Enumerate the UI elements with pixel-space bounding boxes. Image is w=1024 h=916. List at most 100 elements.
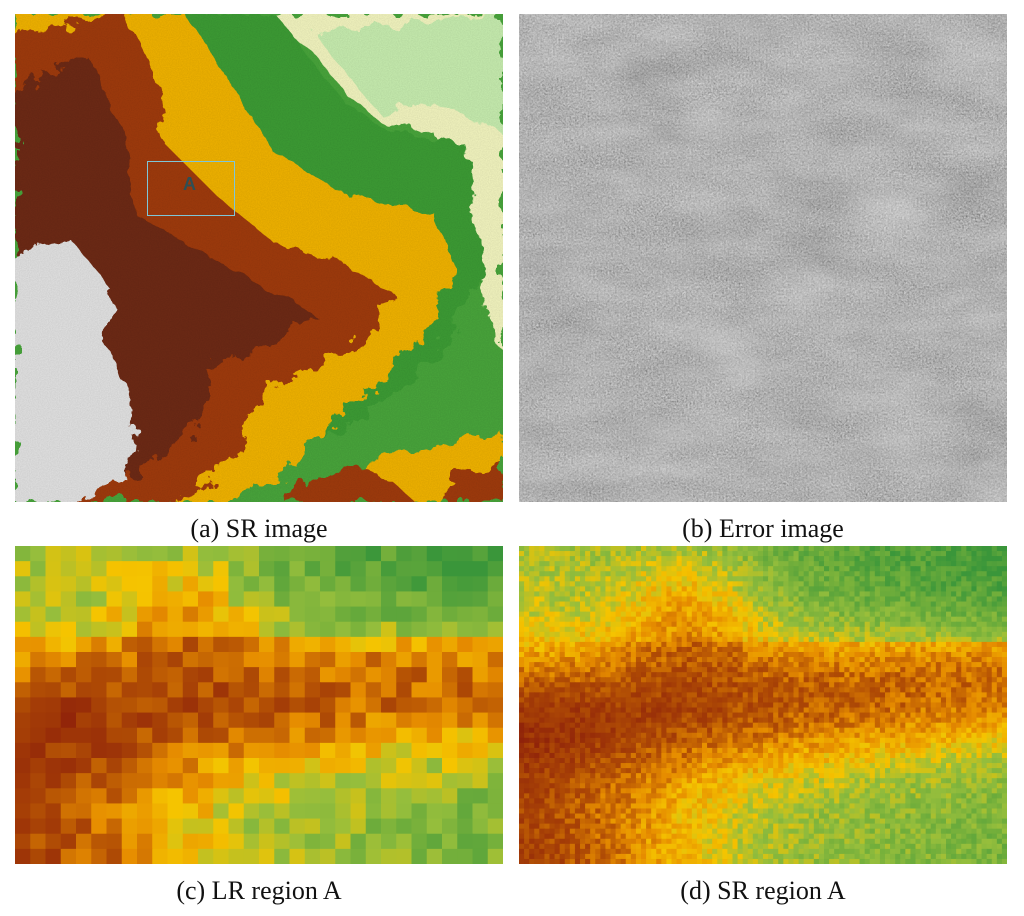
lr-pixel — [137, 652, 153, 668]
sr-pixel — [676, 616, 683, 623]
sr-pixel — [859, 581, 866, 587]
lr-pixel — [106, 636, 123, 653]
sr-pixel — [986, 591, 993, 598]
sr-pixel — [757, 662, 764, 668]
sr-pixel — [702, 742, 708, 749]
sr-pixel — [920, 601, 927, 608]
lr-pixel — [243, 561, 260, 577]
sr-pixel — [1001, 742, 1007, 749]
sr-pixel — [752, 737, 759, 744]
sr-pixel — [905, 606, 912, 613]
sr-pixel — [686, 752, 693, 759]
sr-pixel — [544, 576, 551, 582]
sr-pixel — [569, 636, 576, 643]
sr-pixel — [910, 581, 917, 587]
sr-pixel — [900, 677, 906, 683]
sr-pixel — [630, 591, 637, 598]
sr-pixel — [768, 546, 774, 552]
sr-pixel — [574, 692, 581, 699]
sr-pixel — [585, 692, 591, 699]
sr-pixel — [671, 621, 678, 628]
sr-pixel — [986, 586, 993, 593]
sr-pixel — [590, 586, 596, 593]
lr-pixel — [457, 803, 474, 820]
sr-pixel — [996, 732, 1003, 739]
sr-pixel — [554, 571, 561, 577]
sr-pixel — [732, 722, 739, 729]
sr-pixel — [981, 677, 988, 683]
lr-pixel — [182, 652, 199, 668]
sr-pixel — [564, 752, 571, 759]
sr-pixel — [529, 732, 535, 739]
sr-pixel — [966, 677, 973, 683]
sr-pixel — [524, 636, 530, 643]
sr-pixel — [702, 702, 708, 709]
sr-pixel — [1001, 697, 1007, 704]
sr-pixel — [798, 672, 805, 678]
sr-pixel — [818, 601, 825, 608]
sr-pixel — [996, 611, 1003, 618]
sr-pixel — [895, 652, 901, 658]
sr-pixel — [991, 571, 998, 577]
sr-pixel — [874, 752, 881, 759]
sr-pixel — [844, 641, 851, 648]
sr-pixel — [879, 672, 886, 678]
sr-pixel — [686, 652, 693, 658]
sr-pixel — [808, 667, 815, 673]
sr-pixel — [966, 561, 973, 567]
sr-pixel — [757, 581, 764, 587]
sr-pixel — [844, 626, 851, 633]
sr-pixel — [717, 687, 723, 693]
sr-pixel — [559, 667, 566, 673]
sr-pixel — [554, 672, 561, 678]
sr-pixel — [996, 677, 1003, 683]
sr-pixel — [996, 717, 1003, 724]
lr-pixel — [60, 697, 77, 714]
lr-pixel — [152, 818, 169, 835]
lr-pixel — [365, 546, 382, 562]
sr-pixel — [554, 646, 561, 653]
sr-pixel — [956, 576, 962, 582]
lr-pixel — [350, 788, 367, 805]
sr-pixel — [641, 667, 647, 673]
lr-pixel — [167, 591, 184, 608]
sr-pixel — [595, 586, 601, 593]
sr-pixel — [752, 646, 759, 653]
sr-pixel — [539, 556, 546, 562]
sr-pixel — [879, 652, 886, 658]
sr-pixel — [559, 732, 566, 739]
lr-pixel — [304, 773, 321, 789]
sr-pixel — [574, 758, 581, 764]
sr-pixel — [854, 662, 861, 668]
sr-pixel — [763, 737, 769, 744]
sr-pixel — [991, 697, 998, 704]
sr-pixel — [727, 652, 734, 658]
sr-pixel — [905, 742, 912, 749]
sr-pixel — [849, 732, 856, 739]
lr-pixel — [121, 742, 138, 759]
sr-pixel — [635, 697, 642, 704]
sr-pixel — [727, 712, 734, 719]
sr-pixel — [839, 742, 845, 749]
sr-pixel — [564, 611, 571, 618]
sr-pixel — [661, 616, 668, 623]
sr-pixel — [981, 591, 988, 598]
sr-pixel — [895, 682, 901, 688]
lr-pixel — [60, 833, 77, 850]
sr-pixel — [874, 641, 881, 648]
sr-pixel — [808, 758, 815, 764]
sr-pixel — [854, 546, 861, 552]
sr-pixel — [722, 707, 729, 714]
sr-pixel — [605, 566, 612, 572]
sr-pixel — [681, 742, 688, 749]
sr-pixel — [544, 667, 551, 673]
sr-pixel — [808, 546, 815, 552]
sr-pixel — [574, 546, 581, 552]
sr-pixel — [646, 667, 652, 673]
sr-pixel — [859, 621, 866, 628]
sr-pixel — [778, 712, 784, 719]
sr-pixel — [661, 682, 668, 688]
sr-pixel — [818, 646, 825, 653]
sr-pixel — [839, 581, 845, 587]
sr-pixel — [559, 596, 566, 603]
